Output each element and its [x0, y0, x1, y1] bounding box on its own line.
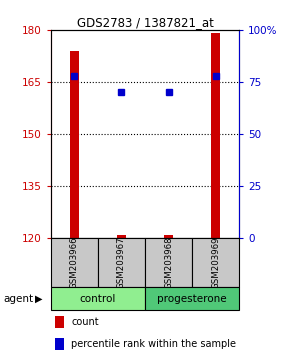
- Text: control: control: [80, 293, 116, 303]
- Bar: [70, 51, 79, 238]
- Bar: [55, 338, 64, 350]
- Text: GSM203967: GSM203967: [117, 236, 126, 289]
- Bar: [51, 238, 98, 287]
- Bar: [164, 235, 173, 238]
- Bar: [145, 238, 192, 287]
- Bar: [51, 287, 145, 310]
- Bar: [192, 238, 239, 287]
- Text: count: count: [71, 317, 99, 327]
- Bar: [55, 316, 64, 329]
- Text: GSM203966: GSM203966: [70, 236, 79, 289]
- Bar: [145, 287, 239, 310]
- Text: GSM203969: GSM203969: [211, 236, 220, 289]
- Text: ▶: ▶: [35, 293, 43, 303]
- Text: agent: agent: [3, 293, 33, 303]
- Bar: [98, 238, 145, 287]
- Bar: [117, 235, 126, 238]
- Bar: [211, 34, 220, 238]
- Text: percentile rank within the sample: percentile rank within the sample: [71, 339, 236, 349]
- Text: progesterone: progesterone: [157, 293, 227, 303]
- Text: GSM203968: GSM203968: [164, 236, 173, 289]
- Title: GDS2783 / 1387821_at: GDS2783 / 1387821_at: [77, 16, 213, 29]
